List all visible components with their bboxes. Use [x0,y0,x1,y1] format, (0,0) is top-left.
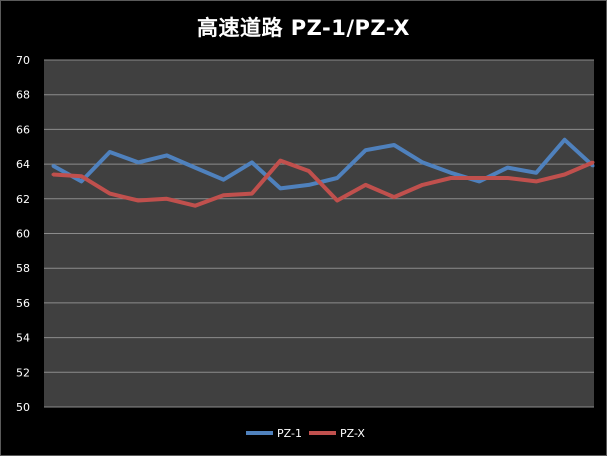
y-tick-label: 52 [16,366,30,379]
data-point [307,169,311,173]
data-point [364,183,368,187]
data-point [222,178,226,182]
y-tick-label: 58 [16,262,30,275]
data-point [563,173,567,177]
data-point [136,199,140,203]
data-point [534,171,538,175]
data-point [79,174,83,178]
chart-title: 高速道路 PZ-1/PZ-X [196,16,410,40]
data-point [420,160,424,164]
data-point [477,176,481,180]
y-tick-label: 54 [16,332,30,345]
series-line-pz-1 [52,137,595,191]
series-line-pz-x [52,158,594,208]
y-tick-label: 56 [16,297,30,310]
data-point [307,183,311,187]
data-point [108,150,112,154]
data-point [563,138,567,142]
data-point [79,179,83,183]
data-point [449,171,453,175]
data-point [51,164,55,168]
legend: PZ-1 PZ-X [246,427,365,440]
y-tick-label: 64 [16,158,30,171]
y-tick-label: 68 [16,89,30,102]
data-point [165,197,169,201]
data-point [392,143,396,147]
y-tick-label: 50 [16,401,30,414]
data-point [165,153,169,157]
data-point [250,160,254,164]
legend-label: PZ-X [340,427,365,440]
data-point [136,160,140,164]
data-point [449,176,453,180]
legend-label: PZ-1 [277,427,302,440]
data-point [278,186,282,190]
data-point [108,192,112,196]
y-tick-label: 66 [16,123,30,136]
data-point [250,192,254,196]
data-point [335,199,339,203]
data-point [534,179,538,183]
data-point [193,204,197,208]
data-point [477,179,481,183]
data-point [222,193,226,197]
data-point [193,166,197,170]
series-lines [51,137,595,208]
data-point [591,164,595,168]
data-point [506,176,510,180]
y-tick-label: 60 [16,228,30,241]
y-tick-label: 62 [16,193,30,206]
y-tick-label: 70 [16,54,30,67]
data-point [420,183,424,187]
y-axis-ticks: 50 52 54 56 58 60 62 64 66 68 70 [16,54,30,414]
data-point [506,166,510,170]
data-point [392,195,396,199]
data-point [278,159,282,163]
data-point [335,176,339,180]
data-point [51,173,55,177]
data-point [364,148,368,152]
data-point [591,160,595,164]
